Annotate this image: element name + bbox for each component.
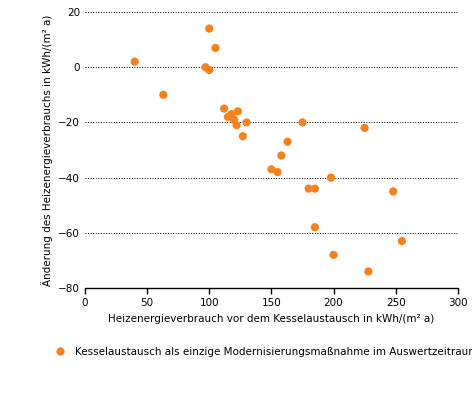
Point [220,106,228,112]
Point [327,174,335,181]
Point [299,119,306,126]
Point [202,64,209,70]
X-axis label: Heizenergieverbrauch vor dem Kesselaustausch in kWh/(m² a): Heizenergieverbrauch vor dem Kesselausta… [108,314,435,324]
Point [239,133,246,139]
Point [274,169,281,175]
Point [243,119,250,126]
Point [364,268,372,275]
Point [398,238,406,244]
Point [233,122,240,128]
Point [205,67,213,73]
Point [230,116,238,123]
Point [305,186,312,192]
Point [311,186,319,192]
Point [278,152,285,159]
Point [330,252,337,258]
Point [228,111,236,117]
Point [389,188,397,195]
Point [284,138,291,145]
Point [131,58,138,65]
Legend: Kesselaustausch als einzige Modernisierungsmaßnahme im Auswertzeitraum: Kesselaustausch als einzige Modernisieru… [45,343,472,361]
Point [160,92,167,98]
Point [211,45,219,51]
Point [205,25,213,32]
Y-axis label: Änderung des Heizenergieverbrauchs in kWh/(m² a): Änderung des Heizenergieverbrauchs in kW… [41,14,53,286]
Point [268,166,275,172]
Point [311,224,319,230]
Point [224,114,232,120]
Point [361,125,368,131]
Point [234,108,242,114]
